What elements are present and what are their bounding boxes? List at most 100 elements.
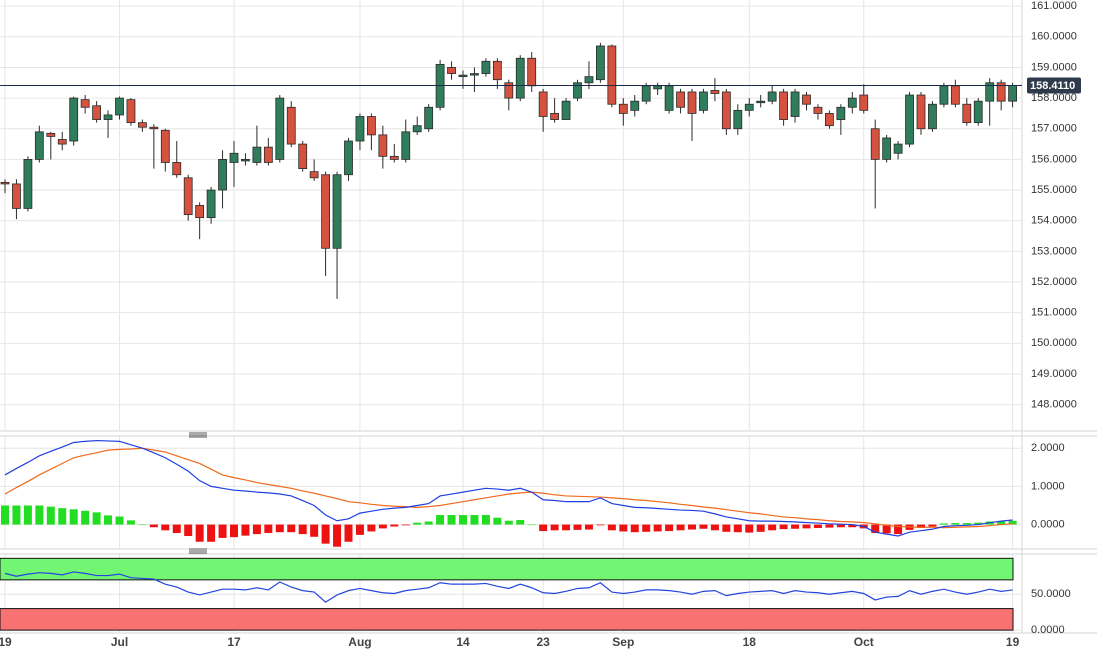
histogram-bar: [104, 515, 113, 525]
histogram-bar: [642, 524, 651, 532]
histogram-bar: [172, 524, 181, 533]
histogram-bar: [23, 505, 32, 525]
candle-body: [309, 171, 319, 179]
candle-body: [321, 174, 331, 249]
y-tick-label: 0.0000: [1031, 518, 1065, 530]
resize-handle[interactable]: [189, 432, 207, 438]
candle-body: [538, 91, 548, 117]
candle-body: [0, 181, 10, 185]
candle-body: [813, 106, 823, 114]
candle-body: [344, 140, 353, 176]
candle-body: [733, 109, 743, 130]
histogram-bar: [1008, 520, 1017, 525]
histogram-bar: [459, 515, 467, 525]
candle-body: [916, 94, 926, 130]
candle-body: [618, 103, 628, 114]
histogram-bar: [676, 524, 685, 531]
candle-body: [115, 97, 124, 116]
candle-body: [825, 113, 834, 127]
x-tick-label: 17: [227, 635, 241, 649]
candle-body: [183, 177, 193, 215]
candle-body: [492, 60, 502, 81]
candle-body: [790, 91, 800, 117]
histogram-bar: [46, 506, 55, 525]
histogram-bar: [917, 524, 925, 529]
y-tick-label: 157.0000: [1031, 123, 1077, 135]
histogram-bar: [367, 524, 376, 532]
candle-body: [779, 91, 788, 120]
y-tick-label: 148.0000: [1031, 399, 1077, 411]
histogram-bar: [321, 524, 330, 544]
signal-line: [4, 447, 1013, 529]
histogram-bar: [401, 524, 410, 526]
candle-body: [756, 100, 766, 104]
histogram-bar: [138, 524, 147, 526]
candle-body: [504, 82, 514, 99]
candle-body: [424, 106, 434, 130]
histogram-bar: [688, 524, 696, 530]
histogram-bar: [287, 524, 296, 533]
y-tick-label: 161.0000: [1031, 0, 1077, 12]
candle-body: [687, 91, 697, 114]
histogram-bar: [447, 515, 456, 525]
histogram-bar: [710, 524, 719, 531]
last-price-label: 158.4110: [1030, 80, 1075, 92]
candle-body: [458, 74, 468, 78]
candle-body: [252, 146, 262, 163]
histogram-bar: [195, 524, 204, 542]
candle-body: [332, 174, 342, 249]
candle-body: [893, 143, 903, 154]
candle-body: [928, 103, 937, 130]
histogram-bar: [516, 519, 525, 525]
histogram-bar: [825, 524, 834, 528]
candle-body: [103, 114, 113, 120]
y-tick-label: 2.0000: [1031, 442, 1065, 454]
x-tick-label: Jul: [111, 635, 128, 649]
histogram-bar: [848, 524, 857, 528]
y-tick-label: 1.0000: [1031, 480, 1065, 492]
candle-body: [561, 100, 571, 120]
histogram-bar: [424, 521, 433, 525]
histogram-bar: [184, 524, 193, 537]
histogram-bar: [871, 524, 880, 533]
histogram-bar: [573, 524, 582, 530]
y-tick-label: 149.0000: [1031, 368, 1077, 380]
x-tick-label: 19: [1006, 635, 1020, 649]
histogram-bar: [779, 524, 788, 530]
candle-body: [744, 103, 754, 111]
y-tick-label: 156.0000: [1031, 153, 1077, 165]
histogram-bar: [81, 510, 90, 525]
histogram-bar: [12, 505, 21, 525]
candle-body: [218, 159, 227, 191]
candle-body: [298, 143, 308, 169]
resize-handle[interactable]: [189, 548, 207, 554]
histogram-bar: [733, 524, 742, 533]
candle-body: [160, 129, 170, 163]
candle-body: [699, 91, 708, 111]
histogram-bar: [596, 524, 605, 526]
candle-body: [882, 137, 892, 160]
histogram-bar: [390, 524, 399, 527]
histogram-bar: [836, 524, 845, 528]
candle-body: [23, 159, 33, 209]
histogram-bar: [115, 516, 124, 525]
rsi-zone: [0, 608, 1014, 631]
candle-body: [275, 97, 285, 160]
candle-body: [985, 82, 995, 102]
x-tick-label: 19: [0, 635, 12, 649]
candle-body: [206, 189, 216, 219]
last-price-tag: [1027, 77, 1081, 94]
candle-body: [836, 106, 846, 120]
histogram-bar: [894, 524, 903, 535]
histogram-bar: [630, 524, 639, 533]
candle-body: [355, 116, 365, 142]
candle-body: [664, 85, 674, 111]
histogram-bar: [218, 524, 227, 538]
macd-line: [4, 439, 1013, 537]
candle-body: [149, 126, 159, 130]
candle-body: [34, 131, 44, 160]
candle-body: [241, 159, 250, 162]
y-tick-label: 50.0000: [1031, 588, 1071, 600]
histogram-bar: [298, 524, 307, 535]
